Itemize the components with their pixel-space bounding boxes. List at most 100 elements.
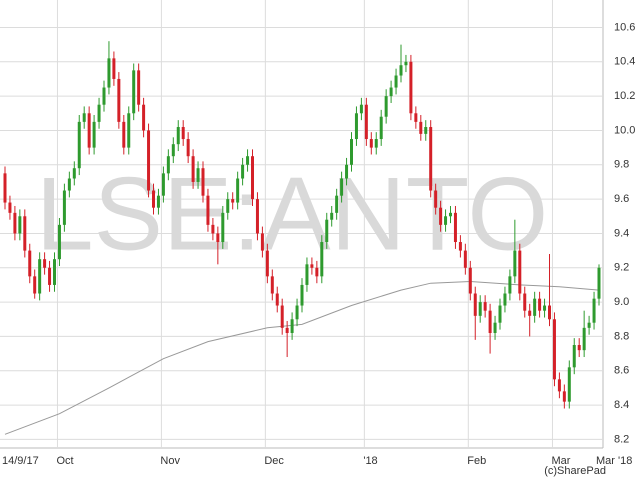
candle-body xyxy=(538,298,542,311)
y-tick-label: 10.0 xyxy=(614,124,635,136)
y-tick-label: 9.8 xyxy=(614,159,629,171)
candle-body xyxy=(364,104,368,140)
candle-body xyxy=(221,212,225,243)
candle-body xyxy=(147,130,151,191)
candle-body xyxy=(572,345,576,368)
candle-body xyxy=(87,113,91,148)
candle-body xyxy=(518,250,522,294)
y-tick-label: 8.8 xyxy=(614,330,629,342)
candle-body xyxy=(156,195,160,208)
candle-body xyxy=(320,242,324,277)
candle-body xyxy=(201,168,205,196)
candle-body xyxy=(270,276,274,294)
candle-body xyxy=(429,127,433,191)
x-tick-label: Nov xyxy=(160,455,180,467)
candle-body xyxy=(528,310,532,316)
candle-body xyxy=(434,190,438,208)
candle-body xyxy=(315,267,319,277)
candle-body xyxy=(543,305,547,311)
x-tick-label: Mar xyxy=(551,455,570,467)
candle-body xyxy=(453,212,457,243)
candle-body xyxy=(498,305,502,323)
candle-body xyxy=(359,104,363,114)
moving-average xyxy=(4,280,600,435)
candle-body xyxy=(48,267,52,285)
candle-body xyxy=(340,178,344,196)
candle-body xyxy=(310,264,314,268)
candle-body xyxy=(211,224,215,234)
candle-body xyxy=(533,298,537,316)
candle-body xyxy=(513,250,517,277)
candle-body xyxy=(468,267,472,294)
candle-body xyxy=(463,250,467,268)
candle-body xyxy=(117,78,121,122)
candle-body xyxy=(92,121,96,148)
candle-body xyxy=(142,104,146,131)
y-tick-label: 10.2 xyxy=(614,90,635,102)
y-tick-label: 8.6 xyxy=(614,365,629,377)
watermark: LSE:ANTO xyxy=(36,156,548,272)
x-tick-label: '18 xyxy=(363,455,377,467)
candle-body xyxy=(424,127,428,134)
candle-body xyxy=(300,284,304,306)
candle-body xyxy=(280,305,284,328)
candle-body xyxy=(592,298,596,323)
candle-body xyxy=(152,190,155,208)
candle-body xyxy=(577,345,581,351)
candle-body xyxy=(28,250,32,277)
candle-body xyxy=(389,87,393,97)
candle-body xyxy=(43,259,47,268)
candle-body xyxy=(13,212,17,234)
candle-body xyxy=(127,113,131,148)
candle-body xyxy=(196,168,200,182)
candle-body xyxy=(523,293,527,311)
candle-body xyxy=(246,156,250,165)
candle-body xyxy=(62,190,66,225)
candle-body xyxy=(181,127,185,140)
candle-body xyxy=(473,293,477,316)
candle-body xyxy=(186,139,190,157)
candle-body xyxy=(122,121,126,148)
candle-body xyxy=(216,233,220,243)
candle-body xyxy=(384,96,388,117)
candle-body xyxy=(439,207,443,225)
candle-body xyxy=(53,259,56,285)
candle-body xyxy=(67,178,71,191)
candle-body xyxy=(414,113,418,122)
candle-body xyxy=(548,305,551,320)
candle-body xyxy=(483,302,487,311)
y-tick-label: 8.2 xyxy=(614,433,629,445)
candle-body xyxy=(330,212,334,220)
candle-body xyxy=(137,70,141,105)
copyright: (c)SharePad xyxy=(544,465,606,477)
candle-body xyxy=(251,156,254,200)
candle-body xyxy=(503,293,507,306)
candle-body xyxy=(345,164,349,179)
candle-body xyxy=(18,216,22,234)
candle-body xyxy=(23,216,27,251)
candle-body xyxy=(226,199,230,213)
candle-body xyxy=(478,302,482,316)
candle-body xyxy=(552,319,556,380)
x-tick-label: 14/9/17 xyxy=(2,455,39,467)
candle-body xyxy=(399,65,403,76)
candle-body xyxy=(409,61,413,114)
candle-body xyxy=(82,113,86,122)
x-tick-label: Feb xyxy=(467,455,486,467)
y-tick-label: 10.6 xyxy=(614,21,635,33)
candle-body xyxy=(161,173,165,196)
candle-body xyxy=(38,259,42,294)
candle-body xyxy=(508,276,512,294)
candle-body xyxy=(419,121,423,134)
candle-body xyxy=(241,164,245,179)
candle-body xyxy=(374,139,378,148)
x-tick-label: Dec xyxy=(264,455,284,467)
candle-body xyxy=(562,391,566,402)
candle-body xyxy=(488,310,492,333)
candle-body xyxy=(285,327,289,333)
candle-body xyxy=(102,87,106,105)
candle-body xyxy=(325,219,329,243)
candle-body xyxy=(305,264,309,285)
candle-body xyxy=(171,144,175,157)
candle-body xyxy=(567,367,571,402)
